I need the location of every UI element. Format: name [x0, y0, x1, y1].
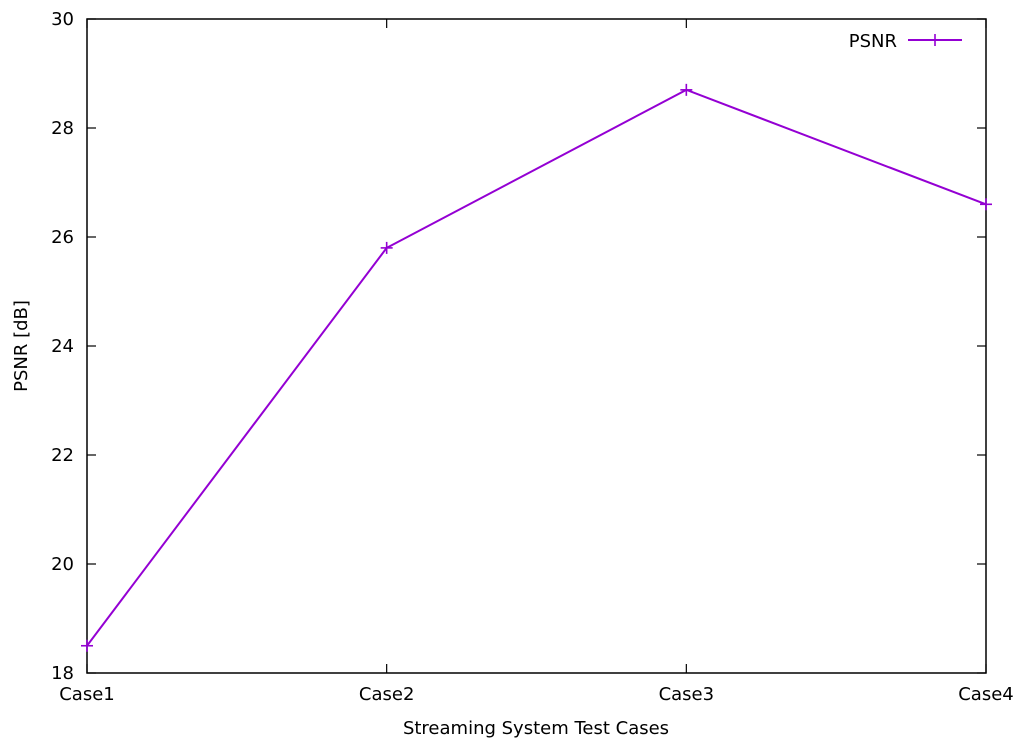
series-line-psnr	[86, 88, 987, 647]
y-axis: 18 20 22 24 26 28 30	[51, 9, 986, 684]
x-axis-label: Streaming System Test Cases	[403, 718, 669, 739]
data-point	[980, 198, 992, 211]
y-axis-label: PSNR [dB]	[11, 300, 32, 392]
legend-label: PSNR	[849, 31, 897, 52]
series-layer	[81, 83, 992, 652]
data-point	[81, 639, 93, 652]
y-tick-label: 20	[51, 554, 74, 575]
y-tick-label: 22	[51, 445, 74, 466]
y-tick-label: 24	[51, 336, 74, 357]
x-tick-label: Case2	[359, 684, 415, 705]
data-point	[680, 83, 693, 96]
x-tick-label: Case4	[958, 684, 1014, 705]
legend: PSNR	[849, 31, 962, 52]
data-point	[380, 241, 393, 254]
y-tick-label: 28	[51, 118, 74, 139]
x-tick-label: Case1	[59, 684, 115, 705]
y-tick-label: 18	[51, 663, 74, 684]
y-tick-label: 30	[51, 9, 74, 30]
x-axis: Case1 Case2 Case3 Case4	[59, 19, 1014, 705]
x-tick-label: Case3	[659, 684, 715, 705]
plot-frame	[86, 18, 987, 674]
legend-marker	[929, 34, 941, 46]
y-tick-label: 26	[51, 227, 74, 248]
